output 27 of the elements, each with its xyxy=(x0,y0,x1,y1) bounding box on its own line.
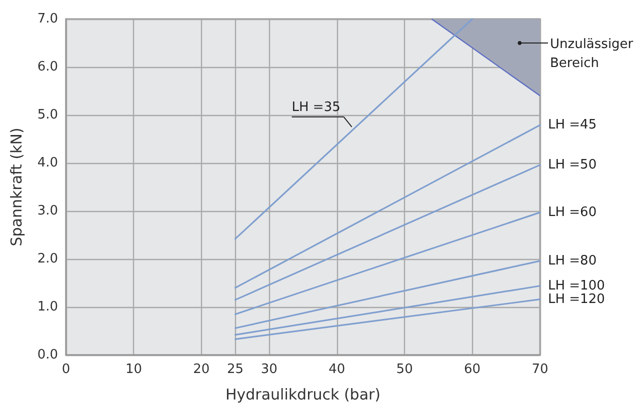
x-tick-label: 60 xyxy=(464,362,481,377)
x-tick-label: 30 xyxy=(260,362,278,377)
series-label: LH =45 xyxy=(548,118,597,133)
y-tick-label: 7.0 xyxy=(37,12,58,26)
series-label: LH =60 xyxy=(548,204,597,220)
series-label: LH =50 xyxy=(548,157,597,172)
series-label: LH =35 xyxy=(292,100,340,115)
x-tick-label: 0 xyxy=(62,362,70,377)
x-tick-label: 20 xyxy=(193,362,210,377)
y-tick-label: 4.0 xyxy=(37,156,58,170)
y-tick-label: 2.0 xyxy=(37,252,58,266)
y-tick-label: 5.0 xyxy=(37,108,58,122)
x-axis-title: Hydraulikdruck (bar) xyxy=(225,386,381,404)
series-label: LH =120 xyxy=(548,292,605,307)
y-tick-label: 6.0 xyxy=(37,60,58,74)
y-tick-label: 3.0 xyxy=(37,204,58,218)
annotation: Unzulässiger Bereich xyxy=(550,37,634,71)
series-label: LH =80 xyxy=(548,253,597,268)
y-tick-label: 1.0 xyxy=(37,300,58,314)
x-tick-label: 40 xyxy=(328,362,346,377)
series-label: LH =100 xyxy=(548,278,605,294)
y-tick-label: 0.0 xyxy=(37,348,58,362)
x-tick-label: 70 xyxy=(532,362,548,377)
x-tick-label: 10 xyxy=(125,362,142,377)
x-tick-label: 50 xyxy=(396,362,413,377)
x-tick-label: 25 xyxy=(227,362,244,377)
y-axis-title: Spannkraft (kN) xyxy=(8,128,26,246)
